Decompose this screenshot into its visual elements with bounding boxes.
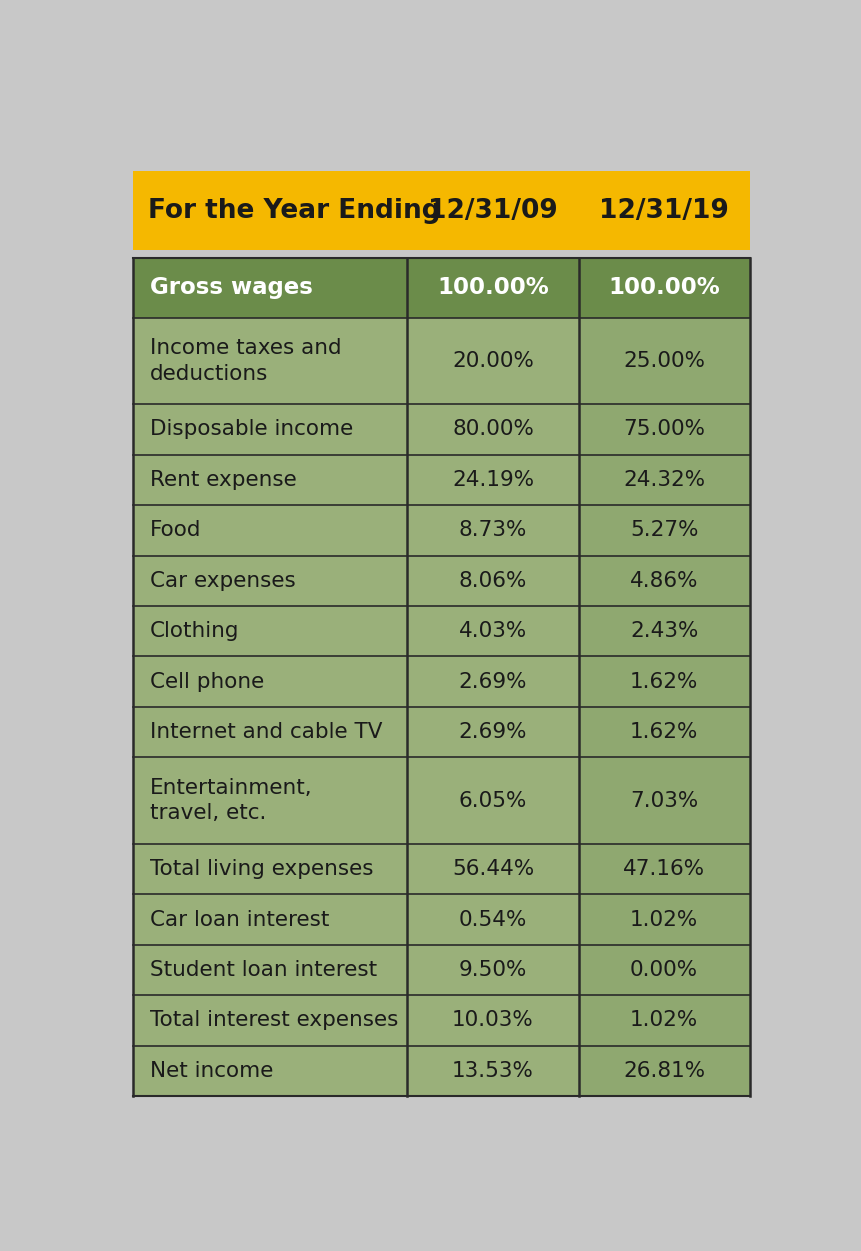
Bar <box>579 404 750 454</box>
Text: 56.44%: 56.44% <box>452 859 534 879</box>
Text: 4.86%: 4.86% <box>630 570 698 590</box>
Bar <box>579 454 750 505</box>
Text: 2.69%: 2.69% <box>459 672 527 692</box>
Bar <box>407 258 579 318</box>
Bar <box>133 454 407 505</box>
Bar <box>133 996 407 1046</box>
Text: 12/31/09: 12/31/09 <box>428 198 558 224</box>
Text: 24.32%: 24.32% <box>623 470 705 490</box>
Bar <box>407 707 579 757</box>
Text: Food: Food <box>150 520 201 540</box>
Text: Rent expense: Rent expense <box>150 470 296 490</box>
Text: 100.00%: 100.00% <box>437 276 549 299</box>
Bar <box>579 555 750 605</box>
Text: Cell phone: Cell phone <box>150 672 264 692</box>
Bar <box>133 1046 407 1096</box>
Text: 12/31/19: 12/31/19 <box>599 198 729 224</box>
Bar <box>407 757 579 844</box>
Bar <box>407 844 579 894</box>
Bar <box>133 555 407 605</box>
Bar <box>407 945 579 996</box>
Bar <box>579 605 750 657</box>
Bar <box>579 505 750 555</box>
Bar <box>407 996 579 1046</box>
Bar <box>133 894 407 945</box>
Text: 1.62%: 1.62% <box>630 672 698 692</box>
Text: 9.50%: 9.50% <box>459 960 527 980</box>
Bar <box>579 996 750 1046</box>
Text: 26.81%: 26.81% <box>623 1061 705 1081</box>
Text: Student loan interest: Student loan interest <box>150 960 377 980</box>
Bar <box>133 657 407 707</box>
Text: 4.03%: 4.03% <box>459 622 527 642</box>
Bar <box>133 605 407 657</box>
Bar <box>407 1046 579 1096</box>
Text: 0.00%: 0.00% <box>630 960 698 980</box>
Bar <box>407 894 579 945</box>
Text: 6.05%: 6.05% <box>459 791 527 811</box>
Bar <box>407 605 579 657</box>
Text: 25.00%: 25.00% <box>623 350 705 370</box>
Bar <box>579 757 750 844</box>
Bar <box>579 318 750 404</box>
Bar <box>133 757 407 844</box>
Text: 8.73%: 8.73% <box>459 520 527 540</box>
Bar <box>133 171 750 250</box>
Bar <box>579 707 750 757</box>
Text: Gross wages: Gross wages <box>150 276 313 299</box>
Text: 10.03%: 10.03% <box>452 1011 534 1031</box>
Bar <box>579 1046 750 1096</box>
Text: 2.69%: 2.69% <box>459 722 527 742</box>
Text: Disposable income: Disposable income <box>150 419 353 439</box>
Text: 5.27%: 5.27% <box>630 520 698 540</box>
Bar <box>579 945 750 996</box>
Text: 1.62%: 1.62% <box>630 722 698 742</box>
Text: Clothing: Clothing <box>150 622 239 642</box>
Text: Total interest expenses: Total interest expenses <box>150 1011 398 1031</box>
Bar <box>579 844 750 894</box>
Bar <box>579 894 750 945</box>
Bar <box>133 945 407 996</box>
Text: Income taxes and
deductions: Income taxes and deductions <box>150 338 341 384</box>
Bar <box>407 505 579 555</box>
Text: 7.03%: 7.03% <box>630 791 698 811</box>
Text: 100.00%: 100.00% <box>608 276 720 299</box>
Bar <box>407 657 579 707</box>
Text: Total living expenses: Total living expenses <box>150 859 373 879</box>
Bar <box>579 657 750 707</box>
Text: 20.00%: 20.00% <box>452 350 534 370</box>
Text: 80.00%: 80.00% <box>452 419 534 439</box>
Text: Car expenses: Car expenses <box>150 570 295 590</box>
Text: Internet and cable TV: Internet and cable TV <box>150 722 382 742</box>
Text: 8.06%: 8.06% <box>459 570 527 590</box>
Bar <box>133 707 407 757</box>
Text: Car loan interest: Car loan interest <box>150 909 329 929</box>
Bar <box>407 555 579 605</box>
Bar <box>133 505 407 555</box>
Text: 13.53%: 13.53% <box>452 1061 534 1081</box>
Bar <box>407 454 579 505</box>
Bar <box>133 844 407 894</box>
Bar <box>579 258 750 318</box>
Text: 47.16%: 47.16% <box>623 859 705 879</box>
Text: 1.02%: 1.02% <box>630 1011 698 1031</box>
Bar <box>133 318 407 404</box>
Text: Net income: Net income <box>150 1061 273 1081</box>
Text: 2.43%: 2.43% <box>630 622 698 642</box>
Text: Entertainment,
travel, etc.: Entertainment, travel, etc. <box>150 778 313 823</box>
Text: 1.02%: 1.02% <box>630 909 698 929</box>
Text: 75.00%: 75.00% <box>623 419 705 439</box>
Text: 24.19%: 24.19% <box>452 470 534 490</box>
Text: 0.54%: 0.54% <box>459 909 527 929</box>
Bar <box>407 318 579 404</box>
Bar <box>133 258 407 318</box>
Bar <box>133 404 407 454</box>
Bar <box>407 404 579 454</box>
Text: For the Year Ending: For the Year Ending <box>148 198 440 224</box>
